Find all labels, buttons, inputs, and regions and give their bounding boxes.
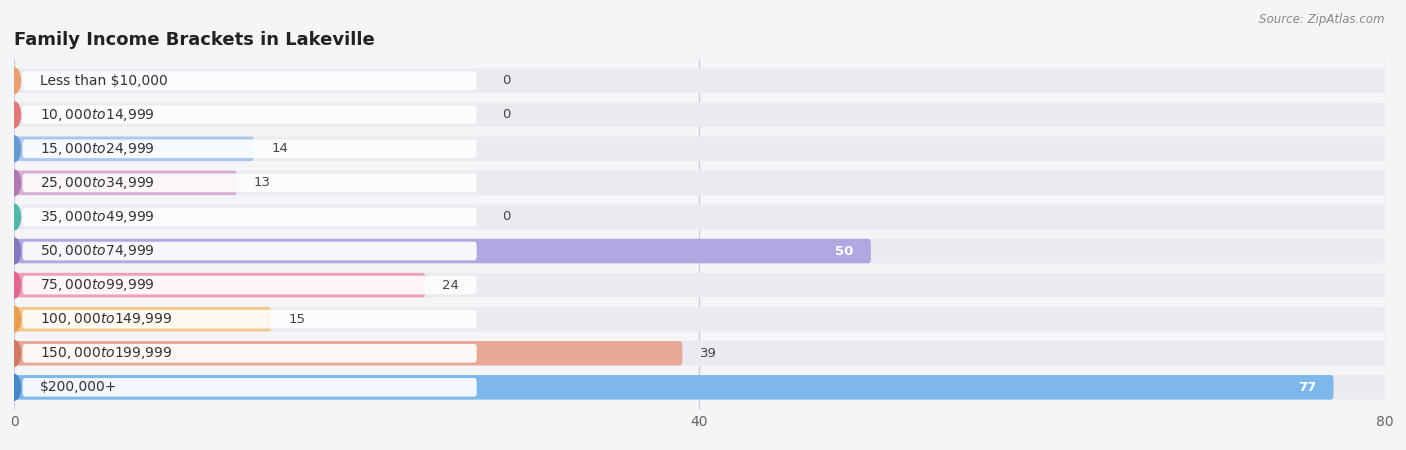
- FancyBboxPatch shape: [14, 136, 1385, 161]
- Text: $200,000+: $200,000+: [39, 380, 117, 394]
- FancyBboxPatch shape: [14, 103, 1385, 127]
- FancyBboxPatch shape: [14, 239, 1385, 263]
- FancyBboxPatch shape: [22, 310, 477, 328]
- Text: Source: ZipAtlas.com: Source: ZipAtlas.com: [1260, 14, 1385, 27]
- Circle shape: [7, 340, 21, 366]
- FancyBboxPatch shape: [14, 273, 425, 297]
- Text: $50,000 to $74,999: $50,000 to $74,999: [39, 243, 155, 259]
- Circle shape: [7, 102, 21, 128]
- FancyBboxPatch shape: [14, 171, 236, 195]
- FancyBboxPatch shape: [22, 344, 477, 363]
- Circle shape: [7, 170, 21, 196]
- Text: 15: 15: [288, 313, 305, 326]
- Text: 39: 39: [700, 347, 717, 360]
- Circle shape: [7, 238, 21, 264]
- Text: 77: 77: [1298, 381, 1316, 394]
- FancyBboxPatch shape: [14, 136, 254, 161]
- Text: $15,000 to $24,999: $15,000 to $24,999: [39, 141, 155, 157]
- FancyBboxPatch shape: [22, 378, 477, 396]
- Text: 0: 0: [502, 74, 510, 87]
- FancyBboxPatch shape: [14, 239, 870, 263]
- Text: 13: 13: [254, 176, 271, 189]
- FancyBboxPatch shape: [14, 341, 682, 365]
- Circle shape: [7, 272, 21, 298]
- Circle shape: [7, 306, 21, 332]
- Text: 0: 0: [502, 211, 510, 224]
- Text: Less than $10,000: Less than $10,000: [39, 74, 167, 88]
- Text: 24: 24: [443, 279, 460, 292]
- FancyBboxPatch shape: [22, 72, 477, 90]
- FancyBboxPatch shape: [14, 307, 271, 332]
- Text: 50: 50: [835, 244, 853, 257]
- Text: $25,000 to $34,999: $25,000 to $34,999: [39, 175, 155, 191]
- Text: $150,000 to $199,999: $150,000 to $199,999: [39, 345, 172, 361]
- FancyBboxPatch shape: [22, 276, 477, 294]
- Circle shape: [7, 136, 21, 162]
- FancyBboxPatch shape: [22, 207, 477, 226]
- FancyBboxPatch shape: [14, 171, 1385, 195]
- Text: $75,000 to $99,999: $75,000 to $99,999: [39, 277, 155, 293]
- Circle shape: [7, 204, 21, 230]
- FancyBboxPatch shape: [22, 105, 477, 124]
- Text: 0: 0: [502, 108, 510, 121]
- Text: Family Income Brackets in Lakeville: Family Income Brackets in Lakeville: [14, 31, 375, 49]
- Text: 14: 14: [271, 142, 288, 155]
- FancyBboxPatch shape: [14, 205, 1385, 229]
- FancyBboxPatch shape: [14, 375, 1385, 400]
- Circle shape: [7, 374, 21, 400]
- Text: $35,000 to $49,999: $35,000 to $49,999: [39, 209, 155, 225]
- FancyBboxPatch shape: [22, 242, 477, 261]
- FancyBboxPatch shape: [22, 174, 477, 192]
- Text: $100,000 to $149,999: $100,000 to $149,999: [39, 311, 172, 327]
- FancyBboxPatch shape: [14, 341, 1385, 365]
- FancyBboxPatch shape: [14, 375, 1333, 400]
- FancyBboxPatch shape: [14, 307, 1385, 332]
- Text: $10,000 to $14,999: $10,000 to $14,999: [39, 107, 155, 123]
- FancyBboxPatch shape: [14, 273, 1385, 297]
- FancyBboxPatch shape: [14, 68, 1385, 93]
- FancyBboxPatch shape: [22, 140, 477, 158]
- Circle shape: [7, 68, 21, 94]
